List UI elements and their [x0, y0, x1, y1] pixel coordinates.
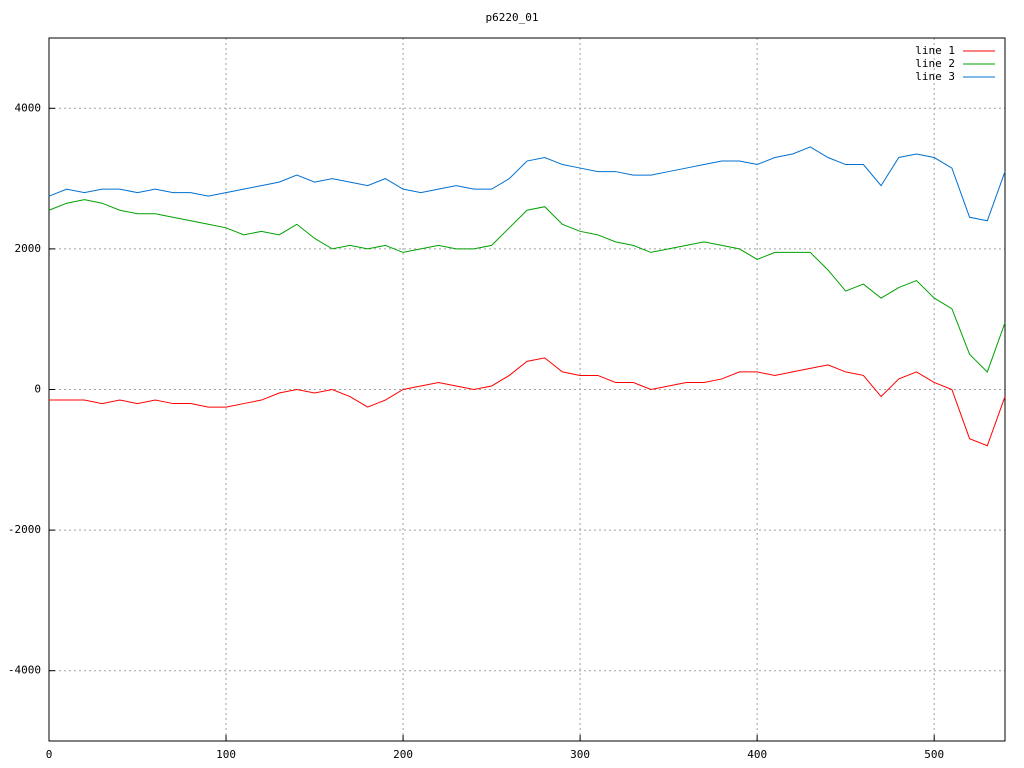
x-tick-label: 200 [393, 748, 413, 761]
legend-label: line 3 [915, 70, 955, 83]
data-line [48, 146, 1006, 222]
y-tick-label: 2000 [15, 242, 42, 255]
x-tick-label: 100 [216, 748, 236, 761]
chart-title: p6220_01 [486, 11, 539, 24]
x-tick-label: 300 [570, 748, 590, 761]
data-line [49, 357, 1006, 447]
y-tick-label: -4000 [8, 664, 41, 677]
x-tick-label: 400 [747, 748, 767, 761]
x-tick-label: 0 [46, 748, 53, 761]
plot-border [48, 37, 1006, 742]
y-tick-label: -2000 [8, 523, 41, 536]
data-line [48, 199, 1006, 373]
legend-label: line 1 [915, 44, 955, 57]
legend-label: line 2 [915, 57, 955, 70]
y-tick-label: 4000 [15, 101, 42, 114]
x-tick-label: 500 [924, 748, 944, 761]
y-tick-label: 0 [34, 383, 41, 396]
